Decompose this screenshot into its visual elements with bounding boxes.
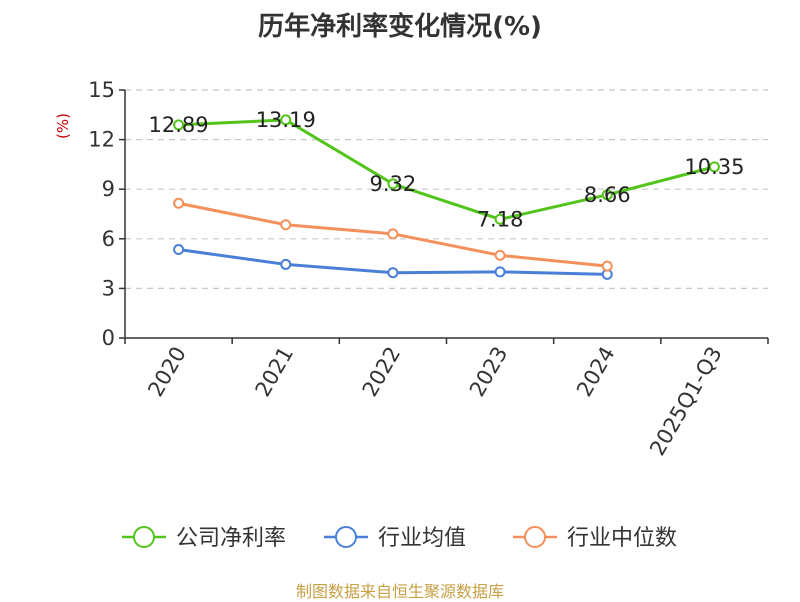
- data-label: 8.66: [584, 183, 631, 207]
- series-line-1: [178, 118, 715, 221]
- data-point: [280, 114, 292, 126]
- data-point: [173, 197, 185, 209]
- data-point: [173, 244, 185, 256]
- data-label: 12.89: [149, 113, 209, 137]
- data-point: [387, 178, 399, 190]
- x-tick-label: 2020: [143, 343, 191, 401]
- data-label: 10.35: [684, 155, 744, 179]
- legend-label: 行业均值: [378, 526, 466, 551]
- legend-marker: [524, 526, 546, 548]
- y-tick-label: 0: [102, 326, 115, 350]
- data-point: [494, 266, 506, 278]
- y-axis-label: (%): [54, 113, 72, 139]
- legend-marker: [133, 526, 155, 548]
- y-tick-label: 12: [88, 128, 115, 152]
- legend-label: 公司净利率: [176, 526, 286, 551]
- legend-marker: [335, 526, 357, 548]
- data-point: [494, 249, 506, 261]
- x-tick-label: 2023: [465, 343, 513, 401]
- x-tick-label: 2021: [251, 343, 299, 401]
- y-tick-label: 9: [102, 177, 115, 201]
- data-label: 7.18: [477, 207, 524, 231]
- x-tick-label: 2022: [358, 343, 406, 401]
- x-tick-label: 2025Q1-Q3: [645, 343, 727, 460]
- data-labels: 12.89 13.19 9.32 7.18 8.66 10.35: [149, 108, 745, 231]
- y-tick-label: 15: [88, 78, 115, 102]
- data-point: [601, 189, 613, 201]
- data-point: [280, 258, 292, 270]
- source-note: 制图数据来自恒生聚源数据库: [295, 582, 504, 601]
- data-point: [280, 219, 292, 231]
- legend-label: 行业中位数: [567, 526, 677, 551]
- data-label: 13.19: [256, 108, 316, 132]
- data-point: [708, 161, 720, 173]
- y-tick-label: 3: [102, 276, 115, 300]
- data-point: [601, 260, 613, 272]
- chart-title: 历年净利率变化情况(%): [258, 12, 542, 42]
- data-label: 9.32: [370, 172, 417, 196]
- data-point: [387, 267, 399, 279]
- data-point: [173, 119, 185, 131]
- y-tick-label: 6: [102, 227, 115, 251]
- data-point: [494, 213, 506, 225]
- x-tick-label: 2024: [572, 343, 620, 401]
- series-lines: [173, 114, 720, 280]
- legend: 公司净利率 行业均值 行业中位数: [122, 526, 677, 551]
- grid-lines: [125, 89, 768, 289]
- data-point: [387, 228, 399, 240]
